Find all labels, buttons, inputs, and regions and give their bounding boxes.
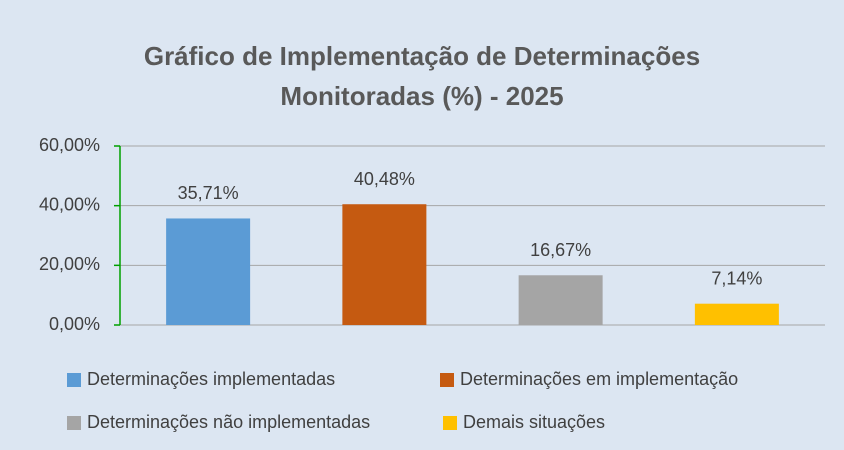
legend-swatch	[443, 416, 457, 430]
bar	[166, 218, 251, 325]
bar	[518, 275, 603, 325]
y-tick-label: 0,00%	[49, 314, 100, 334]
bar	[694, 303, 779, 325]
data-label: 16,67%	[530, 240, 591, 260]
legend-swatch	[67, 373, 81, 387]
data-label: 7,14%	[711, 268, 762, 288]
legend-swatch	[440, 373, 454, 387]
bar	[342, 204, 427, 325]
data-label: 35,71%	[178, 183, 239, 203]
y-tick-label: 20,00%	[39, 254, 100, 274]
y-tick-label: 60,00%	[39, 135, 100, 155]
data-label: 40,48%	[354, 169, 415, 189]
legend-label: Demais situações	[463, 412, 605, 432]
legend-swatch	[67, 416, 81, 430]
y-tick-label: 40,00%	[39, 194, 100, 214]
legend-label: Determinações em implementação	[460, 369, 738, 389]
chart-title: Gráfico de Implementação de Determinaçõe…	[143, 41, 701, 111]
legend-label: Determinações não implementadas	[87, 412, 370, 432]
legend-label: Determinações implementadas	[87, 369, 335, 389]
